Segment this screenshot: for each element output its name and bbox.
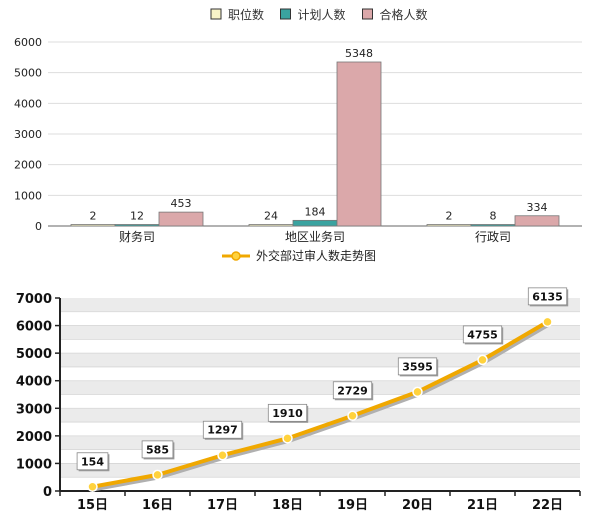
x-tick-label: 17日 bbox=[207, 498, 238, 513]
grid-band bbox=[60, 435, 580, 450]
data-label: 1297 bbox=[207, 424, 238, 437]
bar-value-label: 5348 bbox=[345, 47, 373, 60]
bar bbox=[426, 224, 472, 227]
series-line-shadow bbox=[93, 322, 551, 492]
y-tick-label: 7000 bbox=[16, 292, 52, 307]
data-label: 1910 bbox=[272, 407, 303, 420]
bar bbox=[114, 224, 160, 227]
x-tick-label: 20日 bbox=[402, 498, 433, 513]
x-tick-label: 地区业务司 bbox=[285, 229, 345, 244]
data-label-box bbox=[332, 381, 373, 400]
y-tick-label: 0 bbox=[35, 220, 42, 233]
bar-value-label: 12 bbox=[130, 210, 144, 223]
legend-swatch-1 bbox=[280, 8, 291, 20]
x-tick-label: 财务司 bbox=[119, 229, 155, 244]
legend-label-1: 计划人数 bbox=[298, 7, 346, 22]
x-tick-label: 19日 bbox=[337, 498, 368, 513]
y-tick-label: 0 bbox=[43, 485, 52, 500]
data-label: 4755 bbox=[467, 328, 498, 341]
bar bbox=[470, 224, 516, 227]
data-label-box bbox=[76, 452, 109, 471]
grid-band bbox=[60, 325, 580, 340]
x-tick-label: 22日 bbox=[532, 498, 563, 513]
bar bbox=[248, 224, 294, 227]
bar bbox=[70, 224, 116, 227]
data-label-box bbox=[202, 420, 243, 439]
data-point bbox=[282, 433, 293, 444]
bar-value-label: 184 bbox=[305, 205, 326, 218]
x-tick-label: 15日 bbox=[77, 498, 108, 513]
y-tick-label: 2000 bbox=[16, 430, 52, 445]
grid-band bbox=[60, 463, 580, 478]
y-tick-label: 6000 bbox=[14, 36, 42, 49]
data-label-box bbox=[141, 440, 174, 459]
y-tick-label: 1000 bbox=[16, 457, 52, 472]
bar bbox=[514, 215, 560, 227]
y-tick-label: 2000 bbox=[14, 159, 42, 172]
legend-swatch-0 bbox=[210, 8, 222, 20]
bar-value-label: 8 bbox=[490, 210, 497, 223]
x-tick-label: 18日 bbox=[272, 498, 303, 513]
data-label: 154 bbox=[81, 455, 104, 468]
y-tick-label: 4000 bbox=[14, 97, 42, 110]
bar bbox=[292, 219, 338, 227]
data-label: 6135 bbox=[532, 290, 563, 303]
data-point bbox=[87, 481, 98, 493]
grid-band bbox=[60, 408, 580, 423]
y-tick-label: 1000 bbox=[14, 189, 42, 202]
data-point bbox=[412, 386, 423, 398]
legend-label-2: 合格人数 bbox=[380, 7, 428, 22]
data-point bbox=[477, 354, 488, 366]
bar-chart: 职位数 计划人数 合格人数 0 1000 2000 3000 4000 5000 6000 2 12 4… bbox=[14, 7, 582, 244]
y-tick-label: 3000 bbox=[14, 128, 42, 141]
line-chart: 外交部过审人数走势图 0 1000 2000 3000 4000 5000 6000 7000 1… bbox=[16, 248, 581, 513]
series-line bbox=[92, 320, 549, 489]
grid-band bbox=[60, 380, 580, 395]
data-label-box bbox=[462, 325, 503, 344]
bar-value-label: 453 bbox=[171, 197, 192, 210]
y-tick-label: 6000 bbox=[16, 320, 52, 335]
bar-value-label: 334 bbox=[527, 201, 548, 214]
bar-value-label: 2 bbox=[446, 210, 453, 223]
bar bbox=[336, 61, 382, 227]
data-point bbox=[542, 316, 553, 328]
bar-value-label: 24 bbox=[264, 210, 278, 223]
bar bbox=[158, 211, 204, 227]
data-label-box bbox=[527, 287, 568, 306]
y-tick-label: 4000 bbox=[16, 375, 52, 390]
data-label: 585 bbox=[146, 443, 169, 456]
data-label: 3595 bbox=[402, 360, 433, 373]
x-tick-label: 行政司 bbox=[475, 230, 511, 244]
y-tick-label: 5000 bbox=[14, 67, 42, 80]
data-label-box bbox=[267, 403, 308, 422]
legend-swatch-2 bbox=[362, 8, 373, 20]
x-tick-label: 21日 bbox=[467, 498, 498, 513]
data-label-box bbox=[397, 357, 438, 376]
x-tick-label: 16日 bbox=[142, 498, 173, 513]
data-point bbox=[217, 449, 228, 461]
grid-band bbox=[60, 298, 580, 312]
data-point bbox=[347, 410, 358, 422]
data-label: 2729 bbox=[337, 384, 368, 397]
grid-band bbox=[60, 353, 580, 367]
y-tick-label: 5000 bbox=[16, 347, 52, 362]
data-point bbox=[152, 469, 163, 481]
bar-value-label: 2 bbox=[90, 210, 97, 223]
legend-marker bbox=[231, 251, 241, 261]
y-tick-label: 3000 bbox=[16, 402, 52, 417]
legend-label: 外交部过审人数走势图 bbox=[256, 248, 376, 263]
legend-label-0: 职位数 bbox=[228, 7, 264, 22]
